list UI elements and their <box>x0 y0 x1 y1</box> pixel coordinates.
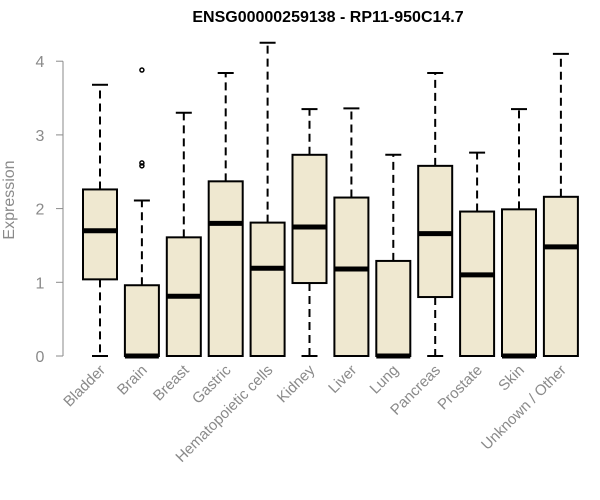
box-group <box>333 107 370 357</box>
box-group <box>542 52 579 357</box>
outlier-point <box>139 67 145 73</box>
x-tick-label: Bladder <box>60 362 109 411</box>
x-tick-label: Skin <box>495 362 528 395</box>
box-iqr <box>291 153 328 285</box>
box-iqr <box>459 210 496 357</box>
box-iqr <box>123 284 160 357</box>
box-iqr <box>501 208 537 357</box>
outlier-point <box>139 160 145 166</box>
box-group <box>123 67 160 359</box>
y-tick-label: 3 <box>36 128 45 145</box>
box-iqr <box>542 195 579 357</box>
y-tick-label: 0 <box>36 349 45 366</box>
x-tick-label: Lung <box>367 362 403 398</box>
box-group <box>375 153 412 359</box>
y-axis: 0 1 2 3 4 <box>36 54 64 366</box>
plot-area <box>82 41 579 359</box>
box-group <box>459 151 496 357</box>
box-iqr <box>82 188 118 281</box>
y-tick-label: 4 <box>36 54 45 71</box>
box-group <box>207 71 244 357</box>
y-axis-label: Expression <box>1 160 18 239</box>
box-iqr <box>333 196 370 357</box>
box-group <box>249 41 286 357</box>
box-iqr <box>375 259 412 357</box>
y-tick-label: 1 <box>36 275 45 292</box>
y-tick-label: 2 <box>36 202 45 219</box>
chart-title: ENSG00000259138 - RP11-950C14.7 <box>192 9 463 26</box>
box-group <box>501 108 537 359</box>
x-tick-label: Prostate <box>434 362 486 414</box>
x-tick-label: Kidney <box>274 361 319 406</box>
box-iqr <box>249 221 286 357</box>
box-iqr <box>207 180 244 357</box>
box-group <box>417 71 454 357</box>
box-group <box>82 83 118 357</box>
x-tick-label: Liver <box>325 362 360 397</box>
outlier-point <box>139 163 145 169</box>
box-group <box>165 111 202 357</box>
x-tick-label: Brain <box>114 362 151 399</box>
x-tick-label: Breast <box>150 361 193 404</box>
box-group <box>291 108 328 357</box>
